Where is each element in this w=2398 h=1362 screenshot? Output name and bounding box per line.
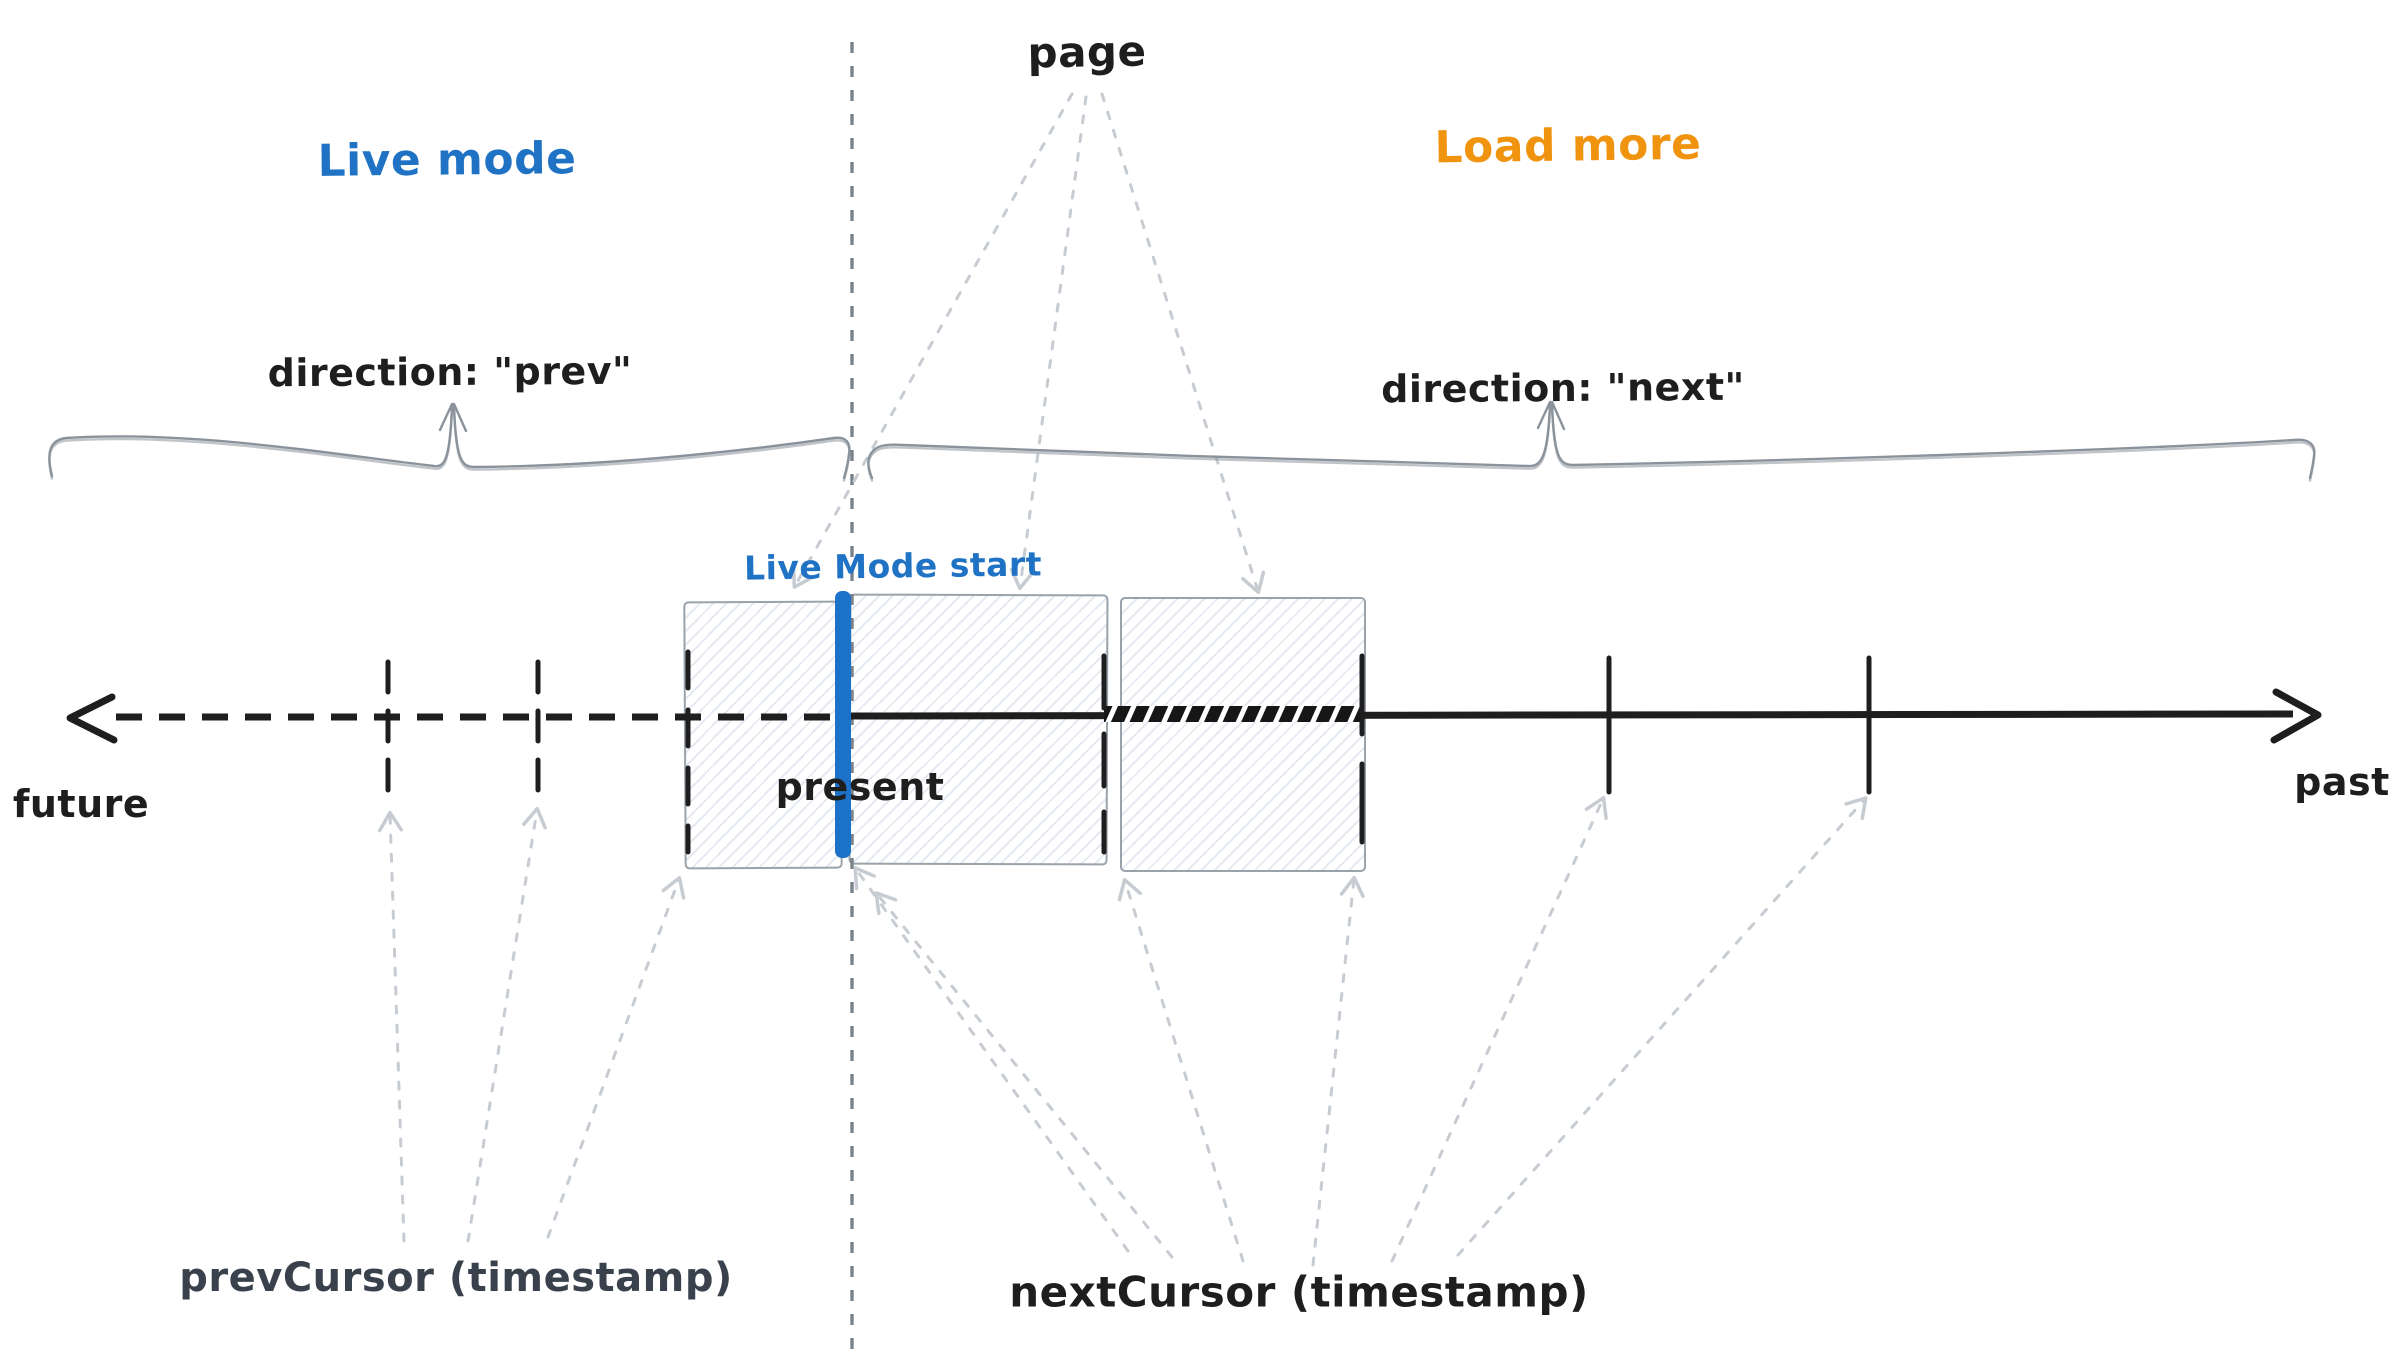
live-mode-start-bar (835, 591, 851, 858)
present-label: present (775, 765, 945, 809)
nextcursor-arrow-to-box3-left (1117, 877, 1245, 1263)
brace-prev-left-half (48, 404, 454, 478)
dotted-annotation-arrows (377, 92, 1868, 1267)
axis-hatched-segment (1104, 706, 1362, 722)
timeline-axis (66, 688, 2322, 744)
live-mode-start-label: Live Mode start (743, 544, 1043, 588)
live-mode-label: Live mode (317, 133, 577, 187)
brace-next-right-half (1550, 402, 2316, 480)
prev-cursor-label: prevCursor (timestamp) (179, 1255, 733, 1301)
brace-next-left-half (867, 402, 1552, 480)
brace-prev-right-half (452, 404, 851, 480)
next-cursor-label: nextCursor (timestamp) (1009, 1267, 1589, 1317)
page-arrow-to-box2 (1009, 95, 1088, 591)
nextcursor-arrow-to-tick7 (1456, 796, 1868, 1257)
nextcursor-arrow-to-box3-right (1311, 875, 1365, 1267)
axis-past-solid-segment (844, 710, 2294, 720)
direction-prev-label: direction: "prev" (267, 348, 633, 396)
brace-next-arrowhead (1536, 400, 1566, 431)
future-label: future (12, 782, 150, 826)
axis-past-arrowhead (2270, 688, 2322, 744)
prevcursor-arrow-to-tick2 (466, 806, 547, 1243)
nextcursor-arrow-to-livebar-b (874, 891, 1174, 1259)
load-more-label: Load more (1434, 118, 1702, 174)
nextcursor-arrow-to-tick6 (1390, 796, 1608, 1263)
direction-braces (48, 400, 2316, 482)
nextcursor-arrow-to-livebar-a (853, 866, 1130, 1253)
page-arrow-to-box1 (791, 92, 1074, 589)
prevcursor-arrow-to-box1 (546, 875, 686, 1239)
page-box-3 (1120, 597, 1366, 872)
brace-prev-arrowhead (438, 402, 468, 433)
prevcursor-arrow-to-tick1 (377, 810, 406, 1243)
timeline-ticks (385, 649, 1872, 855)
direction-next-label: direction: "next" (1381, 364, 1745, 412)
page-arrow-to-box3 (1100, 92, 1266, 595)
axis-future-arrowhead (66, 693, 118, 744)
past-label: past (2294, 760, 2390, 804)
page-label: page (1027, 26, 1147, 78)
